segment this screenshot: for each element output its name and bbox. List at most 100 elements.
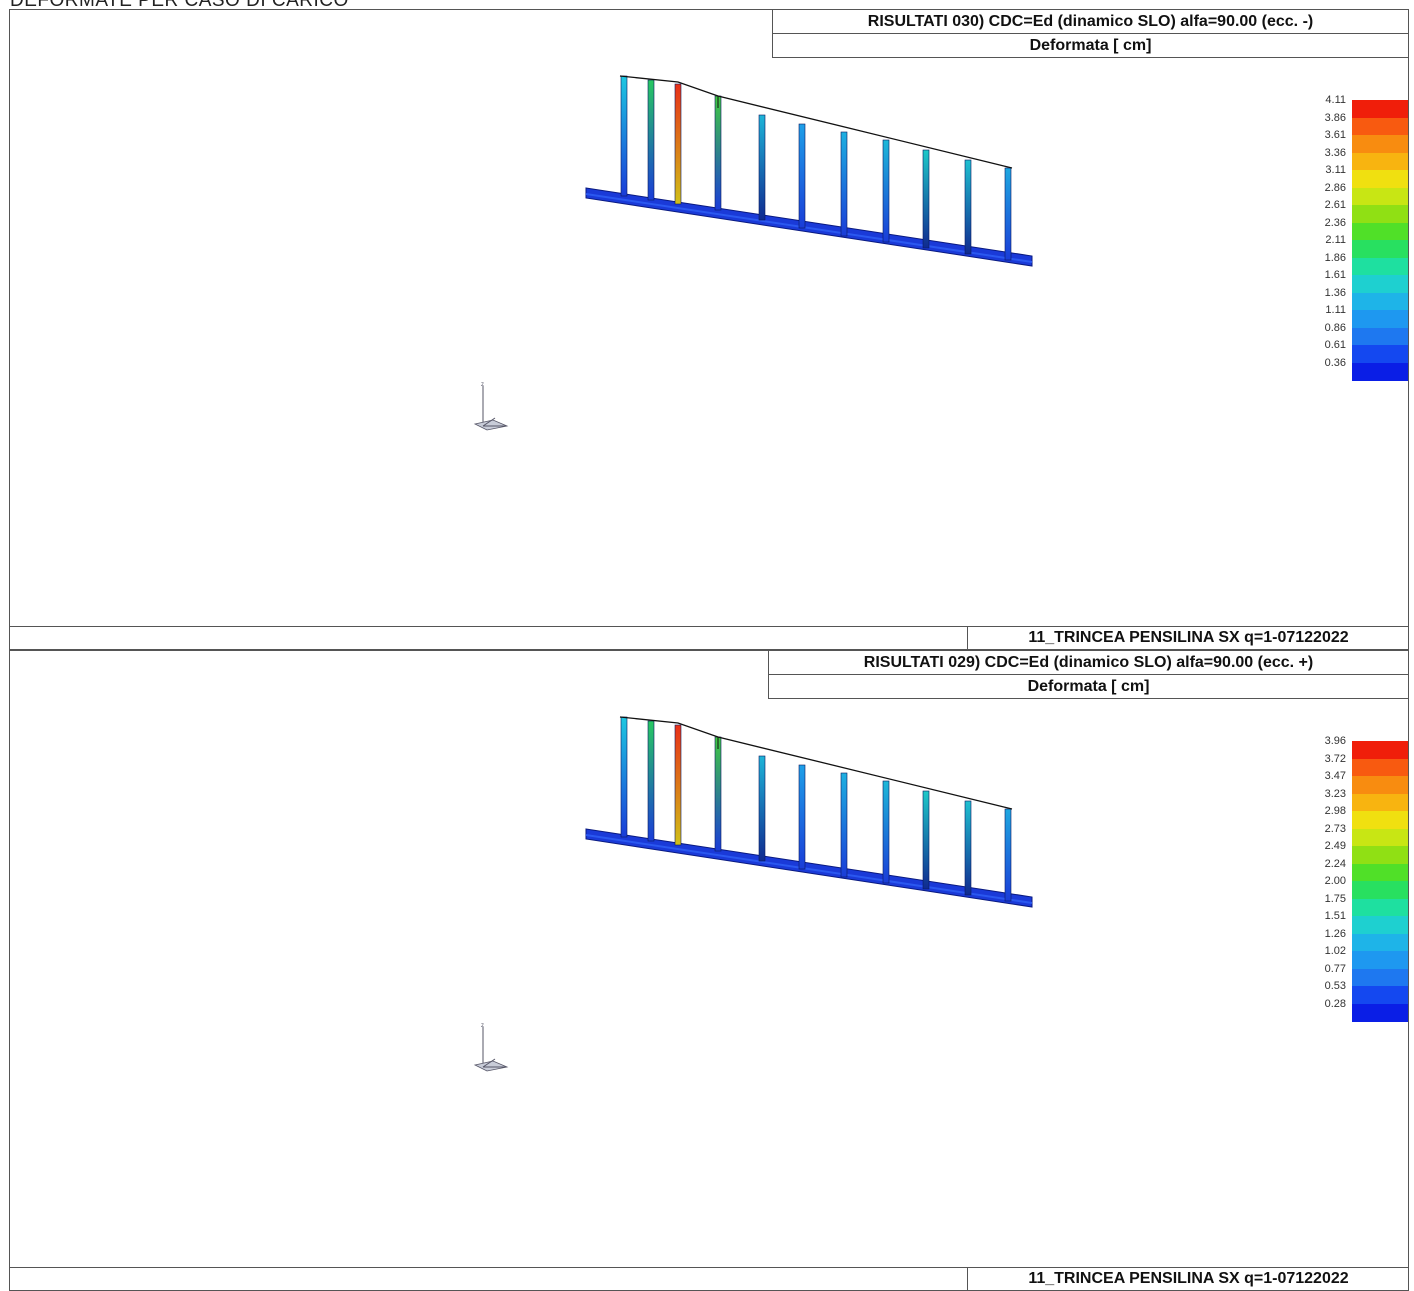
legend-swatch [1352,100,1408,118]
legend-label: 3.86 [1324,111,1346,124]
legend-label: 1.02 [1324,945,1346,957]
panel-subtitle: Deformata [ cm] [773,33,1408,57]
legend-label: 3.23 [1324,787,1346,800]
column-member [964,159,972,255]
legend-label: 0.53 [1324,980,1346,992]
svg-text:z: z [481,382,484,388]
deformation-color-legend: 3.96 3.72 3.47 3.23 2.98 2.73 2.49 2.24 2.00 1.75… [1288,731,1408,1022]
legend-label: 2.00 [1324,875,1346,887]
legend-label: 1.86 [1324,251,1346,264]
column-member [882,780,890,884]
column-member [714,95,722,211]
legend-label: 0.61 [1324,339,1346,351]
legend-swatch [1352,275,1408,293]
legend-swatch [1352,933,1408,952]
legend-swatch [1352,187,1408,206]
legend-swatch [1352,846,1408,864]
legend-label: 1.75 [1324,892,1346,905]
legend-swatch [1352,881,1408,899]
column-member [758,114,766,221]
panel-subtitle: Deformata [ cm] [769,674,1408,698]
legend-swatch [1352,776,1408,794]
legend-swatch [1352,863,1408,882]
legend-label: 2.11 [1325,234,1346,246]
deformed-frame-model [585,716,1033,908]
column-member [674,83,682,205]
panel-header: RISULTATI 029) CDC=Ed (dinamico SLO) alf… [768,651,1408,699]
column-member [674,724,682,846]
legend-label: 1.11 [1325,304,1346,316]
legend-swatch [1352,986,1408,1004]
legend-label: 0.36 [1324,356,1346,369]
column-member [620,75,628,197]
legend-swatch [1352,362,1408,381]
column-member [647,79,655,201]
column-member [798,123,806,229]
column-member [647,720,655,842]
project-label: 11_TRINCEA PENSILINA SX q=1-07122022 [967,627,1408,649]
legend-label: 2.86 [1324,181,1346,194]
legend-swatch [1352,135,1408,153]
legend-label: 2.24 [1324,857,1346,870]
legend-label: 3.11 [1325,164,1346,176]
legend-swatch [1352,811,1408,829]
legend-label: 3.61 [1324,129,1346,141]
structure-view: z [473,75,1033,431]
legend-swatch [1352,327,1408,346]
column-member [1004,167,1012,261]
legend-swatch [1352,758,1408,777]
column-member [882,139,890,243]
result-panel-030: RISULTATI 030) CDC=Ed (dinamico SLO) alf… [9,9,1409,650]
axis-triad-icon: z [473,382,509,431]
structure-view: z [473,716,1033,1072]
axis-triad-icon: z [473,1023,509,1072]
legend-swatch [1352,257,1408,276]
column-member [922,149,930,249]
legend-swatch [1352,292,1408,311]
legend-swatch [1352,170,1408,188]
legend-swatch [1352,222,1408,241]
result-panel-029: RISULTATI 029) CDC=Ed (dinamico SLO) alf… [9,650,1409,1291]
legend-swatch [1352,793,1408,812]
legend-swatch [1352,1003,1408,1022]
svg-text:z: z [481,1023,484,1029]
column-member [798,764,806,870]
legend-swatch [1352,345,1408,363]
column-member [714,736,722,852]
legend-label: 2.73 [1324,822,1346,835]
legend-label: 1.26 [1324,927,1346,940]
legend-swatch [1352,205,1408,223]
legend-swatch [1352,898,1408,917]
foundation-beam-edge [585,193,1033,263]
legend-label: 4.11 [1325,94,1346,106]
legend-label: 3.96 [1324,735,1346,747]
legend-swatch [1352,968,1408,987]
column-member [840,131,848,237]
deformation-color-legend: 4.11 3.86 3.61 3.36 3.11 2.86 2.61 2.36 2.11 1.86… [1288,90,1408,381]
column-member [1004,808,1012,902]
legend-label: 0.77 [1324,962,1346,975]
legend-swatch [1352,117,1408,136]
legend-label: 1.61 [1324,269,1346,281]
panel-title: RISULTATI 029) CDC=Ed (dinamico SLO) alf… [863,654,1314,671]
column-member [964,800,972,896]
legend-label: 1.36 [1324,286,1346,299]
roof-beam [619,716,1013,810]
legend-swatch [1352,310,1408,328]
legend-label: 0.86 [1324,321,1346,334]
legend-swatch [1352,828,1408,847]
legend-label: 2.61 [1324,199,1346,211]
panel-header: RISULTATI 030) CDC=Ed (dinamico SLO) alf… [772,10,1408,58]
page-heading: DEFORMATE PER CASO DI CARICO [10,0,349,11]
deformed-frame-model [585,75,1033,267]
legend-swatch [1352,240,1408,258]
roof-beam [619,75,1013,169]
column-member [620,716,628,838]
legend-label: 3.47 [1324,770,1346,782]
column-member [758,755,766,862]
legend-label: 0.28 [1324,997,1346,1010]
legend-swatch [1352,916,1408,934]
legend-label: 2.98 [1324,805,1346,817]
panel-title: RISULTATI 030) CDC=Ed (dinamico SLO) alf… [867,13,1314,30]
foundation-beam-edge [585,834,1033,904]
